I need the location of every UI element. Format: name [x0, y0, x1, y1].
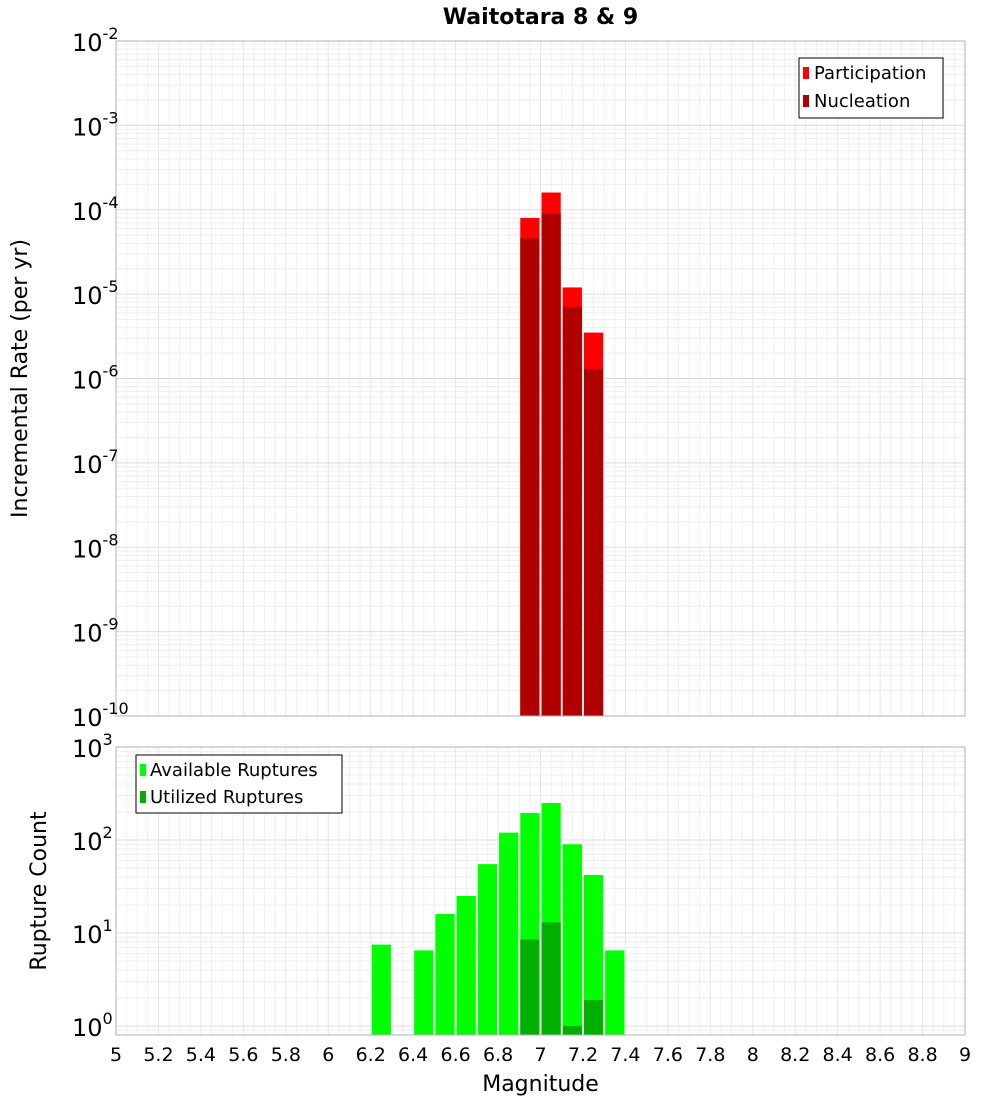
x-tick-label: 5.4: [186, 1044, 216, 1066]
plot-frame: [115, 40, 966, 717]
x-tick-label: 8.6: [865, 1044, 895, 1066]
bar-nucleation: [562, 307, 582, 716]
y-tick-label: 10-5: [72, 277, 119, 310]
bar-available-ruptures: [583, 875, 604, 1035]
x-tick-label: 8: [747, 1044, 759, 1066]
x-tick-label: 5: [110, 1044, 122, 1066]
panel-0: 10-10 10-9 10-8 10-7 10-6 10-5 10-4 10-3 10-2 Inc…: [8, 5, 966, 732]
y-axis-label: Incremental Rate (per yr): [8, 239, 33, 518]
y-tick-label: 101: [72, 916, 113, 949]
x-tick-label: 7.2: [568, 1044, 598, 1066]
x-tick-label: 7.8: [695, 1044, 725, 1066]
y-axis-label: Rupture Count: [27, 811, 52, 971]
legend-swatch: [140, 791, 146, 803]
legend-label: Participation: [814, 63, 926, 84]
legend-swatch: [803, 67, 809, 79]
plot-frame: [115, 746, 966, 1036]
bar-utilized-ruptures: [520, 939, 540, 1035]
x-tick-label: 7: [534, 1044, 546, 1066]
bar-available-ruptures: [371, 944, 391, 1035]
x-tick-label: 5.6: [228, 1044, 258, 1066]
legend: Available Ruptures Utilized Ruptures: [135, 754, 343, 814]
x-axis-label: Magnitude: [482, 1072, 599, 1097]
legend-swatch: [140, 764, 146, 776]
x-tick-label: 6.2: [356, 1044, 386, 1066]
y-tick-label: 10-9: [72, 615, 119, 648]
legend-box: [135, 754, 343, 814]
bar-available-ruptures: [562, 844, 582, 1035]
x-tick-label: 6: [322, 1044, 334, 1066]
legend-label: Nucleation: [814, 91, 910, 112]
bar-nucleation: [583, 368, 604, 716]
x-tick-label: 7.4: [610, 1044, 640, 1066]
bar-utilized-ruptures: [541, 922, 561, 1035]
x-tick-label: 6.8: [483, 1044, 513, 1066]
legend-label: Available Ruptures: [150, 760, 318, 781]
bar-available-ruptures: [499, 832, 519, 1035]
bar-available-ruptures: [435, 914, 455, 1035]
x-tick-label: 6.4: [398, 1044, 428, 1066]
y-tick-label: 10-7: [72, 446, 119, 479]
y-tick-label: 103: [72, 730, 113, 763]
legend-label: Utilized Ruptures: [150, 787, 303, 808]
y-tick-label: 10-4: [72, 193, 119, 226]
x-tick-label: 9: [959, 1044, 971, 1066]
y-tick-label: 100: [72, 1009, 113, 1042]
x-tick-label: 8.8: [907, 1044, 937, 1066]
y-tick-label: 10-10: [72, 699, 129, 732]
legend-box: [798, 57, 944, 119]
x-tick-label: 5.8: [271, 1044, 301, 1066]
y-tick-label: 10-2: [72, 24, 119, 57]
bar-available-ruptures: [414, 950, 434, 1035]
y-tick-label: 102: [72, 823, 113, 856]
bar-available-ruptures: [477, 864, 498, 1035]
bar-available-ruptures: [605, 950, 625, 1035]
x-tick-label: 5.2: [143, 1044, 173, 1066]
y-tick-label: 10-8: [72, 530, 119, 563]
y-tick-label: 10-6: [72, 362, 119, 395]
x-tick-label: 7.6: [653, 1044, 683, 1066]
bar-nucleation: [541, 213, 561, 717]
bar-nucleation: [520, 238, 540, 716]
x-tick-label: 6.6: [440, 1044, 470, 1066]
y-tick-label: 10-3: [72, 108, 119, 141]
x-tick-label: 8.2: [780, 1044, 810, 1066]
bar-available-ruptures: [456, 895, 476, 1035]
x-tick-label: 8.4: [823, 1044, 853, 1066]
legend-swatch: [803, 95, 809, 107]
legend: Participation Nucleation: [798, 57, 944, 119]
chart-title: Waitotara 8 & 9: [443, 5, 638, 30]
bar-utilized-ruptures: [562, 1025, 582, 1035]
bar-utilized-ruptures: [583, 1000, 604, 1035]
